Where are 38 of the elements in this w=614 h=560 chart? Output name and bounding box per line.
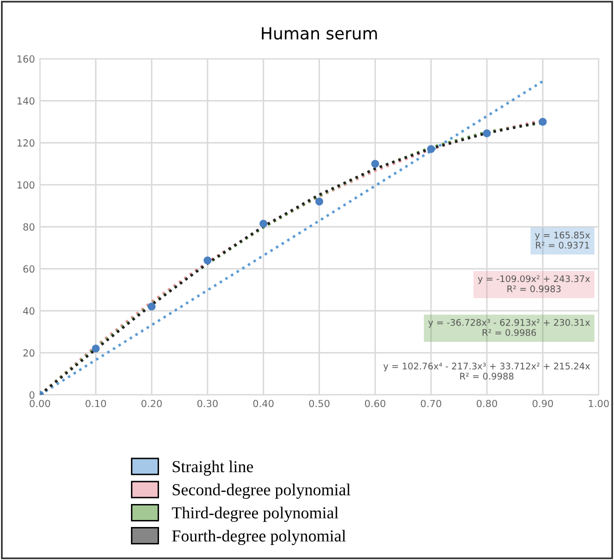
annotation: y = 102.76x⁴ - 217.3x³ + 33.712x² + 215.24x R² = 0.9988	[383, 362, 590, 380]
y-tick-label: 60	[23, 265, 34, 273]
point	[315, 198, 324, 206]
legend-label: Second-degree polynomial	[172, 484, 350, 499]
x-tick-label: 0.20	[141, 400, 162, 408]
point	[204, 256, 212, 264]
y-tick-label: 20	[23, 349, 34, 357]
x-tick-label: 0.40	[253, 400, 274, 408]
x-tick-label: 0.90	[532, 400, 553, 408]
x-tick-label: 0.50	[309, 400, 330, 408]
point	[371, 160, 380, 168]
point	[427, 145, 435, 154]
x-tick-label: 0.70	[420, 400, 442, 408]
y-tick-label: 80	[23, 223, 34, 231]
x-tick-label: 0.00	[30, 400, 50, 408]
chart-title: Human serum	[262, 27, 377, 40]
point	[538, 118, 547, 126]
annotation: y = -109.09x² + 243.37x R² = 0.9983	[478, 275, 590, 292]
legend-label: Third-degree polynomial	[172, 506, 338, 522]
x-tick-label: 0.30	[197, 400, 218, 408]
x-tick-label: 0.10	[86, 400, 106, 408]
point	[482, 129, 491, 138]
annotation: y = -36.728x³ - 62.913x² + 230.31x R² = 0.9986	[428, 318, 590, 336]
x-tick-label: 0.60	[364, 400, 386, 408]
y-tick-label: 0	[30, 391, 34, 399]
point	[148, 302, 156, 311]
x-tick-label: 0.80	[476, 400, 498, 408]
y-tick-label: 140	[18, 97, 34, 105]
legend-label: Fourth-degree polynomial	[172, 530, 346, 545]
y-tick-label: 120	[18, 139, 34, 147]
legend-label: Straight line	[172, 460, 254, 476]
point	[259, 220, 268, 228]
y-tick-label: 40	[23, 307, 34, 315]
annotation: y = 165.85x R² = 0.9371	[534, 232, 590, 249]
point	[92, 344, 100, 353]
x-tick-label: 1.00	[588, 400, 609, 408]
y-tick-label: 100	[18, 181, 34, 189]
y-tick-label: 160	[18, 55, 34, 63]
